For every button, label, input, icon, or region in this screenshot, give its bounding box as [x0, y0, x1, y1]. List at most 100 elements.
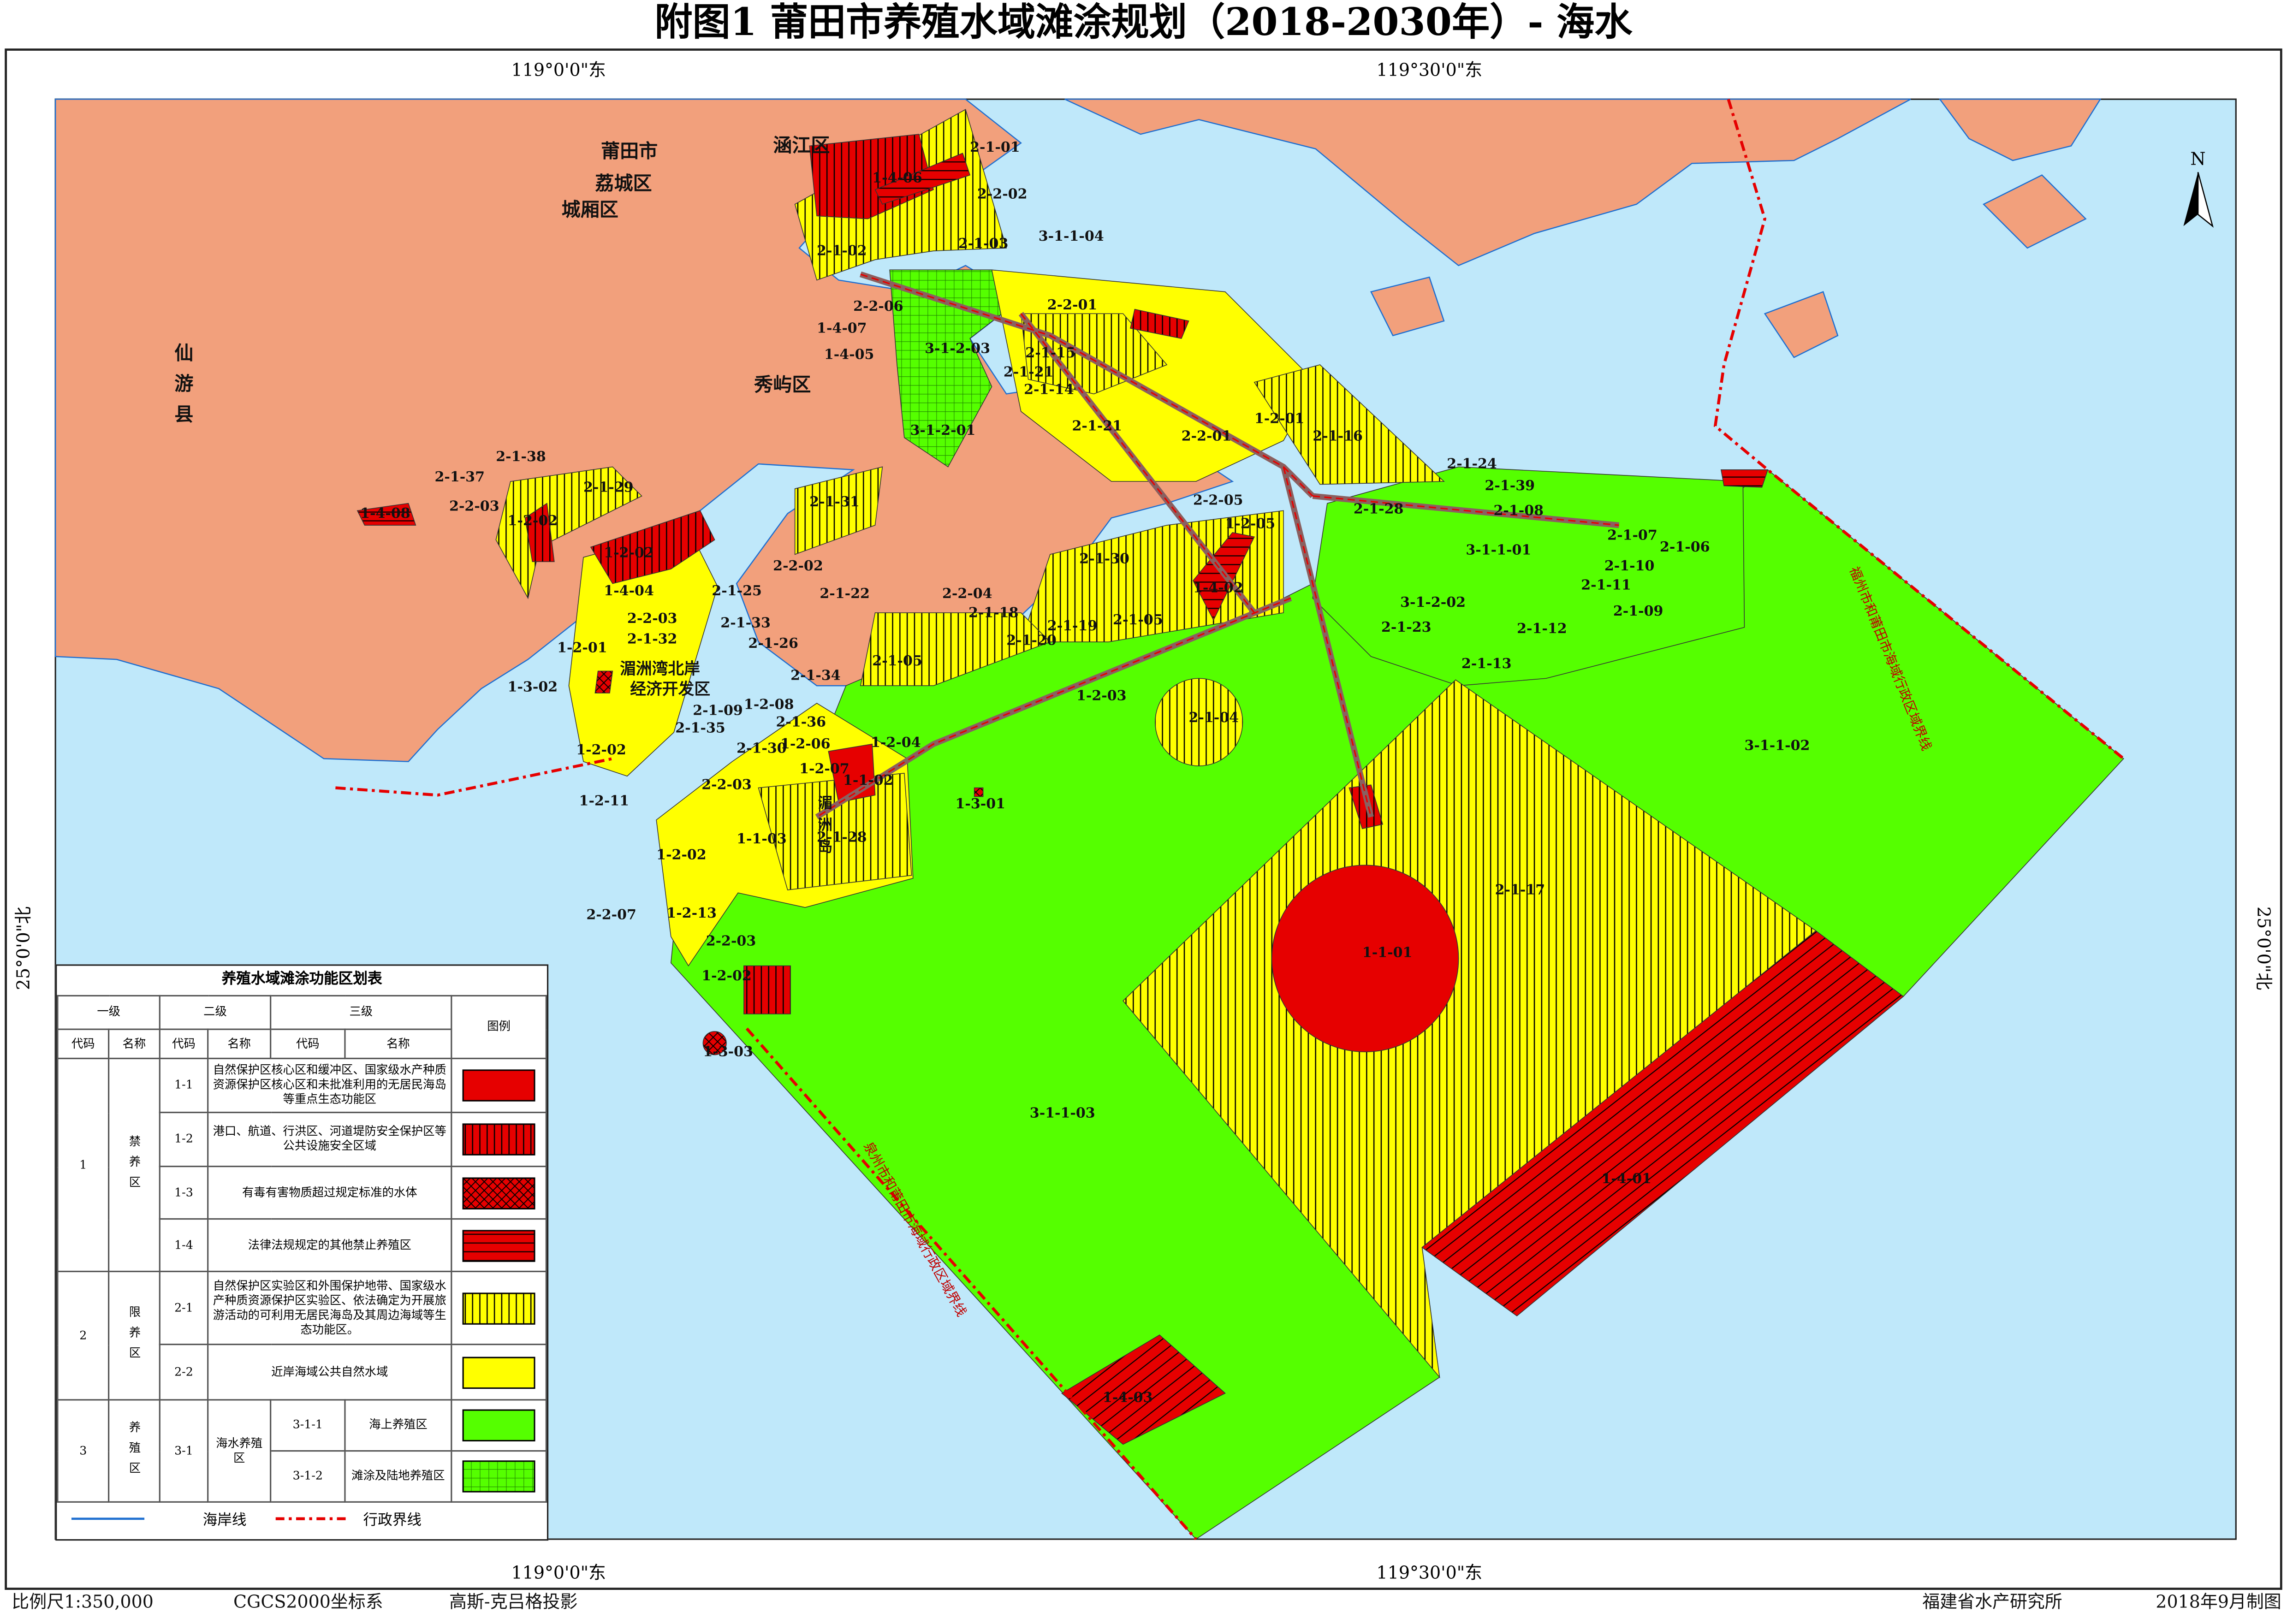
zone-label: 2-1-29	[583, 479, 634, 495]
zone-label: 2-1-30	[1079, 551, 1129, 567]
zone-label: 3-1-2-02	[1400, 594, 1466, 610]
legend-header: 图例	[451, 995, 547, 1060]
legend-code: 1-4	[159, 1218, 209, 1273]
legend-subheader: 名称	[344, 1028, 452, 1060]
zone-label: 2-1-32	[627, 631, 677, 647]
zone-label: 2-2-03	[706, 933, 756, 949]
legend-code: 3-1	[159, 1399, 209, 1503]
legend-swatch	[462, 1409, 535, 1442]
legend-swatch	[462, 1069, 535, 1102]
zone-label: 1-3-03	[703, 1044, 753, 1060]
zone-label: 2-1-28	[1354, 501, 1404, 517]
zone-label: 2-1-05	[872, 653, 922, 669]
place-label: 湄洲岛	[815, 795, 832, 861]
zone-label: 2-1-13	[1461, 656, 1512, 672]
zone-label: 2-1-06	[1660, 539, 1710, 555]
legend-code: 1-2	[159, 1111, 209, 1168]
north-label: N	[2190, 149, 2205, 169]
zone-label: 1-1-01	[1362, 945, 1413, 961]
zone-label: 2-1-09	[1613, 603, 1663, 619]
graticule-label: 119°30'0"东	[1377, 1562, 1483, 1583]
legend-subheader: 代码	[57, 1028, 110, 1060]
zone-label: 2-1-05	[1113, 612, 1163, 628]
zone-label: 1-2-11	[579, 793, 630, 809]
zone-label: 2-1-22	[820, 586, 870, 602]
footer-text: 比例尺1:350,000	[12, 1592, 154, 1612]
zone-label: 2-1-21	[1004, 364, 1054, 380]
legend-code: 3-1-1	[270, 1399, 346, 1452]
zone-label: 2-2-02	[773, 558, 823, 574]
footer-text: 2018年9月制图	[2156, 1592, 2281, 1612]
legend: 养殖水域滩涂功能区划表 一级 二级 三级 图例 代码 名称 代码 名称 代码 名称 1 禁养区 1-…	[55, 964, 549, 1541]
legend-text: 法律法规规定的其他禁止养殖区	[207, 1218, 452, 1273]
zone-label: 2-2-03	[627, 610, 677, 627]
zone-label: 3-1-1-01	[1466, 542, 1531, 558]
legend-header: 二级	[159, 995, 272, 1030]
zone-label: 1-1-02	[843, 772, 893, 788]
legend-text: 自然保护区核心区和缓冲区、国家级水产种质资源保护区核心区和未批准利用的无居民海岛…	[207, 1057, 452, 1114]
zone-label: 2-1-09	[693, 702, 743, 718]
legend-subheader: 名称	[108, 1028, 160, 1060]
footer-text: 福建省水产研究所	[1922, 1592, 2062, 1612]
zone-label: 2-1-17	[1495, 882, 1545, 898]
zone-label: 2-1-07	[1607, 528, 1657, 544]
place-label: 涵江区	[773, 134, 830, 156]
legend-code: 2-1	[159, 1270, 209, 1345]
zone-label: 2-2-01	[1182, 428, 1232, 445]
legend-subheader: 代码	[270, 1028, 346, 1060]
zone-label: 1-4-06	[872, 170, 922, 186]
zone-label: 2-1-16	[1313, 428, 1363, 445]
legend-text: 有毒有害物质超过规定标准的水体	[207, 1166, 452, 1220]
legend-swatch	[462, 1229, 535, 1262]
zone-label: 2-2-03	[701, 777, 752, 793]
place-label: 莆田市	[601, 140, 658, 162]
zone-label: 3-1-1-04	[1039, 228, 1104, 244]
zone-label: 1-3-02	[508, 679, 558, 695]
zone-label: 2-1-36	[776, 714, 826, 730]
zone-label: 2-1-35	[675, 720, 725, 736]
legend-text: 自然保护区实验区和外围保护地带、国家级水产种质资源保护区实验区、依法确定为开展旅…	[207, 1270, 452, 1345]
place-label: 仙游县	[171, 343, 194, 435]
legend-code: 3	[57, 1399, 110, 1503]
legend-swatch	[462, 1292, 535, 1324]
legend-code: 2-2	[159, 1344, 209, 1401]
zone-label: 3-1-2-03	[925, 341, 990, 357]
graticule-label: 119°0'0"东	[511, 1562, 606, 1583]
zone-label: 2-1-23	[1381, 619, 1432, 635]
legend-name: 海上养殖区	[344, 1399, 452, 1452]
zone-label: 2-1-18	[968, 605, 1019, 621]
zone-label: 1-4-03	[1103, 1390, 1153, 1406]
legend-lines: 海岸线 行政界线	[71, 1511, 422, 1528]
zone-label: 1-4-07	[817, 320, 867, 336]
zone-label: 2-1-39	[1485, 478, 1535, 494]
zone-label: 3-1-1-02	[1744, 737, 1810, 753]
zone-label: 1-2-03	[1076, 688, 1127, 704]
legend-code: 1-3	[159, 1166, 209, 1220]
zone-label: 1-2-05	[1225, 516, 1276, 532]
zone-label: 2-1-31	[809, 494, 860, 510]
zone-label: 1-2-01	[1254, 411, 1305, 427]
zone-label: 2-1-37	[434, 469, 485, 485]
place-label: 秀屿区	[754, 373, 811, 396]
zone-label: 1-2-02	[604, 545, 654, 561]
legend-name: 滩涂及陆地养殖区	[344, 1450, 452, 1503]
zone-label: 2-1-30	[737, 741, 787, 757]
zone-label: 1-2-02	[656, 847, 707, 863]
admin-boundary	[335, 99, 2125, 1541]
zones	[356, 109, 2124, 1540]
zone-label: 2-2-01	[1047, 297, 1098, 313]
footer-text: CGCS2000坐标系	[233, 1592, 383, 1612]
zone-label: 1-2-02	[508, 513, 558, 529]
zone-label: 2-2-06	[853, 298, 903, 314]
zone-label: 2-1-08	[1494, 503, 1544, 519]
zone-label: 3-1-2-01	[910, 422, 975, 439]
zone-label: 2-1-24	[1447, 456, 1497, 472]
graticule-label: 25°0'0"北	[13, 907, 33, 990]
legend-swatch	[462, 1460, 535, 1493]
legend-swatch	[462, 1356, 535, 1388]
footer-text: 高斯-克吕格投影	[449, 1592, 577, 1612]
zone-label: 1-2-13	[666, 905, 717, 921]
zone-label: 2-2-03	[449, 498, 499, 514]
legend-text: 港口、航道、行洪区、河道堤防安全保护区等公共设施安全区域	[207, 1111, 452, 1168]
zone-label: 2-1-04	[1189, 710, 1239, 726]
